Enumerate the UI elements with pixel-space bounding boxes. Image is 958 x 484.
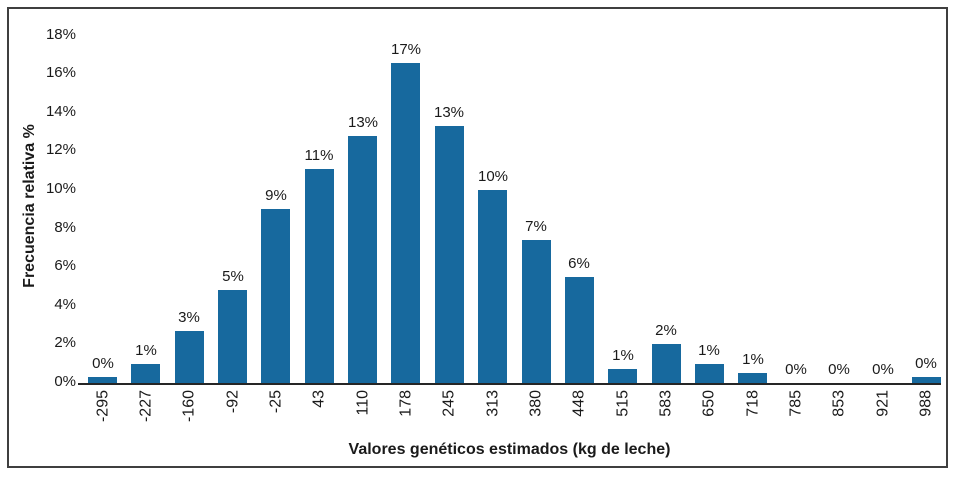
y-axis-title: Frecuencia relativa % [21, 124, 38, 288]
x-tick-label: 583 [657, 390, 675, 417]
bar-value-label: 13% [347, 114, 379, 131]
x-tick-label: 650 [700, 390, 718, 417]
y-tick-label: 18% [45, 25, 76, 43]
bar-value-label: 10% [477, 168, 509, 185]
bar [912, 377, 941, 383]
x-tick-label: 178 [397, 390, 415, 417]
x-tick-label: 988 [917, 390, 935, 417]
x-tick-label: 448 [570, 390, 588, 417]
bar-value-label: 1% [135, 342, 157, 359]
x-tick-label: 853 [830, 390, 848, 417]
bar-value-label: 1% [742, 351, 764, 368]
y-tick-label: 8% [54, 218, 76, 236]
bar [565, 277, 594, 383]
y-tick-label: 14% [45, 102, 76, 120]
y-tick-label: 4% [54, 295, 76, 313]
x-tick-label: 245 [440, 390, 458, 417]
x-tick-label: 718 [744, 390, 762, 417]
bar [522, 240, 551, 383]
y-tick-label: 16% [45, 64, 76, 82]
bar-value-label: 0% [872, 361, 894, 378]
bar-value-label: 11% [304, 147, 334, 164]
x-tick-label: 785 [787, 390, 805, 417]
bar [131, 364, 160, 383]
bar-value-label: 0% [828, 361, 850, 378]
bar-value-label: 0% [915, 355, 937, 372]
x-tick-label: -160 [180, 390, 198, 423]
bar [738, 373, 767, 383]
bar [478, 190, 507, 383]
bar-value-label: 2% [655, 322, 677, 339]
y-tick-label: 12% [45, 141, 76, 159]
bar-value-label: 1% [698, 342, 720, 359]
bar [695, 364, 724, 383]
x-tick-label: 921 [874, 390, 892, 417]
bar-value-label: 0% [92, 355, 114, 372]
bar-value-label: 6% [568, 255, 590, 272]
bar [305, 169, 334, 383]
bar [175, 331, 204, 383]
x-axis-title: Valores genéticos estimados (kg de leche… [348, 441, 671, 458]
bar-value-label: 9% [265, 187, 287, 204]
bar [88, 377, 117, 383]
y-tick-label: 10% [45, 180, 76, 197]
bar [435, 126, 464, 383]
bar [608, 369, 637, 383]
y-tick-label: 2% [54, 334, 76, 352]
bar [348, 136, 377, 383]
x-axis-baseline [78, 383, 941, 385]
bar-value-label: 7% [525, 218, 547, 235]
x-tick-label: 515 [614, 390, 632, 417]
y-tick-label: 6% [54, 257, 76, 275]
chart-frame [7, 7, 948, 468]
bar-value-label: 17% [390, 41, 422, 58]
bar-value-label: 5% [222, 268, 244, 285]
x-tick-label: -295 [94, 390, 112, 423]
x-tick-label: 110 [354, 390, 372, 416]
bar [652, 344, 681, 383]
x-tick-label: -227 [137, 390, 155, 423]
bar [218, 290, 247, 383]
bar [391, 63, 420, 383]
x-tick-label: 380 [527, 390, 545, 417]
x-tick-label: -92 [224, 390, 242, 414]
y-tick-label: 0% [54, 373, 76, 390]
bar-value-label: 3% [178, 309, 200, 326]
x-tick-label: 313 [484, 390, 502, 417]
x-tick-label: -25 [267, 390, 285, 414]
bar-value-label: 0% [785, 361, 807, 378]
bar-value-label: 13% [433, 104, 465, 121]
bar-value-label: 1% [612, 347, 634, 364]
bar [261, 209, 290, 383]
x-tick-label: 43 [310, 390, 328, 408]
